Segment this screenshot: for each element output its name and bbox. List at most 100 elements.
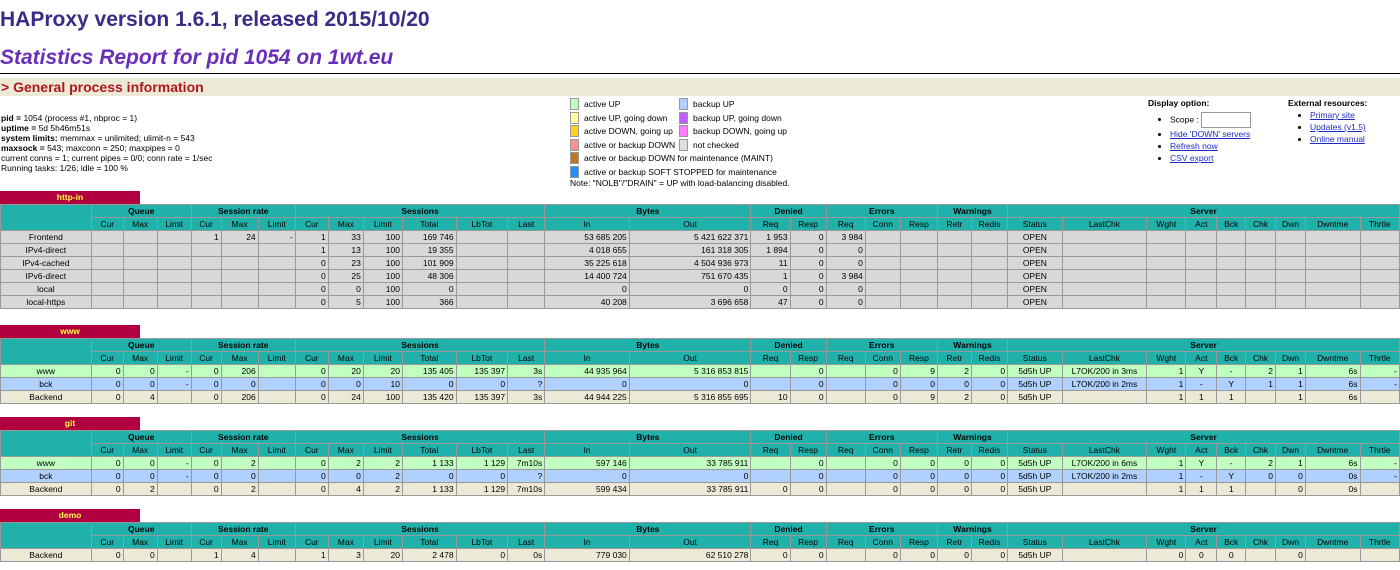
table-cell xyxy=(156,269,192,283)
table-cell xyxy=(190,256,222,270)
table-cell xyxy=(1359,282,1400,296)
refresh-link[interactable]: Refresh now xyxy=(1170,141,1218,151)
column-header: Req xyxy=(825,217,866,231)
table-cell: 0 xyxy=(294,364,329,378)
table-cell: - xyxy=(1216,456,1247,470)
table-cell: 0 xyxy=(90,364,124,378)
updates-link[interactable]: Updates (v1.5) xyxy=(1310,122,1366,132)
table-cell: 0 xyxy=(1275,469,1306,483)
table-row[interactable]: www 0 0-0 206 0 20 20 135 405 135 397 3s 44 935 96… xyxy=(0,364,1400,378)
table-cell xyxy=(936,282,972,296)
table-cell xyxy=(455,256,509,270)
table-row[interactable]: local 0 0 100 0 0 0 0 0 0 OPEN xyxy=(0,282,1400,296)
hide-down-link[interactable]: Hide 'DOWN' servers xyxy=(1170,129,1251,139)
table-cell xyxy=(455,282,509,296)
table-row[interactable]: bck 0 0-0 0 0 0 2 0 0? 0 0 0 0 0 0 0 5d5h UP L7OK/200 in … xyxy=(0,469,1400,483)
table-row[interactable]: Frontend 1 24-1 33 100 169 746 53 685 205 5 421… xyxy=(0,230,1400,244)
table-row[interactable]: IPv4-direct 1 13 100 19 355 4 018 655 161 318 … xyxy=(0,243,1400,257)
csv-export-link[interactable]: CSV export xyxy=(1170,153,1214,163)
table-cell xyxy=(970,243,1009,257)
table-cell: 2 xyxy=(220,482,259,496)
table-cell: 0 xyxy=(327,377,364,391)
table-cell xyxy=(1359,230,1400,244)
table-cell: 0 xyxy=(294,390,329,404)
table-cell: 20 xyxy=(362,364,403,378)
table-cell xyxy=(825,377,866,391)
primary-site-link[interactable]: Primary site xyxy=(1310,110,1355,120)
table-cell xyxy=(1275,269,1306,283)
section-header: > General process information xyxy=(0,78,1400,96)
table-row[interactable]: www 0 0-0 2 0 2 2 1 133 1 129 7m10s 597 146 33 785 … xyxy=(0,456,1400,470)
table-cell xyxy=(257,456,296,470)
column-header: LbTot xyxy=(455,535,509,549)
table-cell: - xyxy=(1359,456,1400,470)
table-cell: 1 xyxy=(190,230,222,244)
table-cell: 597 146 xyxy=(544,456,630,470)
table-cell xyxy=(190,282,222,296)
table-cell: 0 xyxy=(327,469,364,483)
table-cell: 0 xyxy=(294,469,329,483)
table-cell xyxy=(899,230,938,244)
table-cell: 161 318 305 xyxy=(628,243,752,257)
table-cell: OPEN xyxy=(1007,256,1063,270)
legend-label: active or backup SOFT STOPPED for mainte… xyxy=(584,166,777,177)
column-header: Limit xyxy=(257,443,296,457)
table-cell xyxy=(1146,282,1187,296)
table-row[interactable]: IPv4-cached 0 23 100 101 909 35 225 618 4 504 … xyxy=(0,256,1400,270)
column-header: LastChk xyxy=(1061,351,1148,365)
name-header xyxy=(0,204,92,231)
table-cell xyxy=(864,269,901,283)
table-row[interactable]: bck 0 0-0 0 0 0 10 0 0? 0 0 0 0 0 0 0 5d5h UP L7OK/200 in… xyxy=(0,377,1400,391)
table-cell: 0 xyxy=(750,282,791,296)
column-header: Dwn xyxy=(1275,443,1306,457)
table-row[interactable]: Backend 0 4 0 206 0 24 100 135 420 135 397 3s 44 94… xyxy=(0,390,1400,404)
table-cell xyxy=(1146,295,1187,309)
column-header: Req xyxy=(750,443,791,457)
table-cell: 779 030 xyxy=(544,548,630,562)
table-cell: 0 xyxy=(327,282,364,296)
column-header: Redis xyxy=(970,443,1009,457)
table-cell: 1 xyxy=(1146,377,1187,391)
table-cell: 0 xyxy=(294,377,329,391)
table-row[interactable]: Backend 0 0 1 4 1 3 20 2 478 0 0s 779 030 62 510 278… xyxy=(0,548,1400,562)
column-header: Last xyxy=(507,351,546,365)
table-cell: 9 xyxy=(899,390,938,404)
scope-input[interactable] xyxy=(1201,112,1252,128)
table-cell xyxy=(156,282,192,296)
column-header: Resp xyxy=(899,217,938,231)
column-header: Chk xyxy=(1245,535,1277,549)
table-cell xyxy=(1146,230,1187,244)
table-cell xyxy=(1275,295,1306,309)
table-cell xyxy=(1061,243,1148,257)
table-cell xyxy=(122,230,158,244)
column-header: Max xyxy=(220,351,259,365)
table-cell xyxy=(936,243,972,257)
table-cell xyxy=(1359,269,1400,283)
column-header: Cur xyxy=(90,351,124,365)
table-row[interactable]: Backend 0 2 0 2 0 4 2 1 133 1 129 7m10s 599 434 33 7… xyxy=(0,482,1400,496)
table-cell: 3 984 xyxy=(825,269,866,283)
table-cell: 0 xyxy=(190,456,222,470)
group-header: Queue xyxy=(90,204,192,218)
column-header: Wght xyxy=(1146,351,1187,365)
table-row[interactable]: IPv6-direct 0 25 100 48 306 14 400 724 751 670… xyxy=(0,269,1400,283)
table-cell xyxy=(1359,482,1400,496)
column-header: Dwntme xyxy=(1304,535,1361,549)
table-cell: 0 xyxy=(789,282,827,296)
legend-swatch xyxy=(679,125,688,137)
group-header: Sessions xyxy=(294,204,546,218)
name-header xyxy=(0,430,92,457)
table-cell: 1 xyxy=(750,269,791,283)
table-cell: 0 xyxy=(122,548,158,562)
table-cell: 1 xyxy=(294,243,329,257)
online-manual-link[interactable]: Online manual xyxy=(1310,134,1365,144)
table-row[interactable]: local-https 0 5 100 366 40 208 3 696 658 47 0 0 OP… xyxy=(0,295,1400,309)
table-cell: 1 xyxy=(1216,482,1247,496)
column-header: Max xyxy=(122,535,158,549)
table-cell xyxy=(257,269,296,283)
table-cell: 5 316 853 815 xyxy=(628,364,752,378)
table-cell: 0 xyxy=(789,456,827,470)
column-header: Req xyxy=(750,217,791,231)
table-cell: 11 xyxy=(750,256,791,270)
table-cell: 0 xyxy=(899,469,938,483)
